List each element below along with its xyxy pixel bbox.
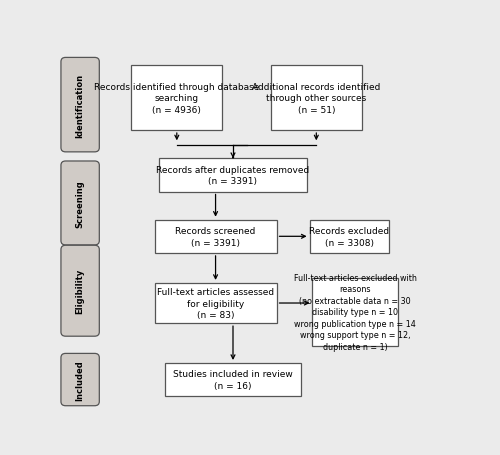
Text: Included: Included — [76, 359, 84, 400]
FancyBboxPatch shape — [61, 162, 100, 245]
FancyBboxPatch shape — [271, 66, 362, 131]
Text: Records excluded
(n = 3308): Records excluded (n = 3308) — [309, 227, 390, 247]
FancyBboxPatch shape — [160, 159, 306, 192]
Text: Records screened
(n = 3391): Records screened (n = 3391) — [176, 227, 256, 247]
FancyBboxPatch shape — [310, 220, 389, 253]
Text: Full-text articles excluded with
reasons
(no extractable data n = 30
disability : Full-text articles excluded with reasons… — [294, 273, 416, 351]
FancyBboxPatch shape — [61, 354, 100, 406]
FancyBboxPatch shape — [154, 220, 276, 253]
Text: Screening: Screening — [76, 180, 84, 228]
FancyBboxPatch shape — [154, 283, 276, 324]
Text: Eligibility: Eligibility — [76, 268, 84, 313]
Text: Full-text articles assessed
for eligibility
(n = 83): Full-text articles assessed for eligibil… — [157, 288, 274, 319]
Text: Studies included in review
(n = 16): Studies included in review (n = 16) — [173, 369, 293, 390]
FancyBboxPatch shape — [61, 58, 100, 152]
Text: Records after duplicates removed
(n = 3391): Records after duplicates removed (n = 33… — [156, 165, 310, 186]
FancyBboxPatch shape — [132, 66, 222, 131]
Text: Additional records identified
through other sources
(n = 51): Additional records identified through ot… — [252, 82, 380, 114]
FancyBboxPatch shape — [165, 363, 301, 396]
FancyBboxPatch shape — [312, 278, 398, 346]
FancyBboxPatch shape — [61, 246, 100, 336]
Text: Identification: Identification — [76, 73, 84, 137]
Text: Records identified through database
searching
(n = 4936): Records identified through database sear… — [94, 82, 260, 114]
